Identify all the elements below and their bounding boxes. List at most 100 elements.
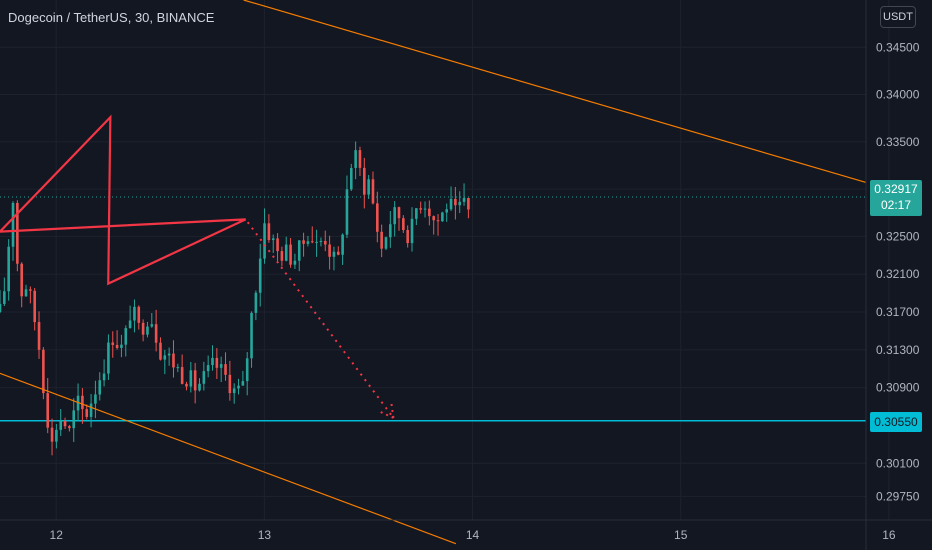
candle-body <box>258 258 262 293</box>
candle-body <box>50 427 54 442</box>
candle <box>436 214 440 236</box>
candle-body <box>349 167 353 190</box>
candle-body <box>384 237 388 249</box>
candle-body <box>358 150 362 168</box>
candle-body <box>376 203 379 232</box>
candle <box>354 141 357 180</box>
candle-body <box>328 244 331 257</box>
candle <box>371 171 375 205</box>
candle <box>107 334 110 380</box>
candle <box>193 362 197 404</box>
candle <box>384 236 388 251</box>
candle-body <box>354 150 357 168</box>
candle-body <box>397 207 401 219</box>
candle-body <box>42 349 45 394</box>
candle-body <box>419 208 422 210</box>
time-axis: 12131415161715:0 <box>0 519 932 542</box>
candle-body <box>389 224 392 238</box>
candle <box>432 215 435 235</box>
candle <box>206 355 210 378</box>
candle-body <box>154 324 158 343</box>
candle <box>159 337 162 361</box>
candle-body <box>297 240 301 261</box>
candle-body <box>332 251 336 257</box>
price-tick-label: 0.31300 <box>876 343 920 357</box>
candle-body <box>310 241 314 243</box>
candle-body <box>315 241 318 243</box>
candle <box>150 313 154 328</box>
candle-body <box>228 374 232 394</box>
diamond-pattern <box>0 114 247 286</box>
candle-body <box>367 179 370 195</box>
candle-body <box>245 358 249 382</box>
candle-body <box>276 238 279 252</box>
candle-body <box>172 353 175 368</box>
candle <box>33 287 36 331</box>
candle <box>72 398 76 443</box>
candle-body <box>445 209 449 213</box>
price-tick-label: 0.32100 <box>876 267 920 281</box>
candle <box>276 233 279 263</box>
candle-body <box>59 420 63 430</box>
candle <box>271 234 275 254</box>
candle <box>211 345 214 371</box>
candle-body <box>458 201 462 206</box>
candle-body <box>185 383 188 387</box>
candle <box>449 186 453 212</box>
candle-body <box>406 230 409 244</box>
candle <box>102 359 106 387</box>
candle <box>42 347 45 400</box>
candle-body <box>380 231 383 249</box>
currency-button[interactable]: USDT <box>880 6 916 28</box>
candle-body <box>20 263 23 297</box>
candle-body <box>137 306 141 323</box>
candlestick-series <box>0 141 470 456</box>
current-price-label: 0.32917 <box>874 182 918 196</box>
candle-body <box>150 324 154 327</box>
candle <box>189 361 193 393</box>
candle <box>128 305 132 329</box>
candle-body <box>111 342 115 345</box>
projection-arrow-line <box>246 221 395 419</box>
candle <box>363 157 366 209</box>
candle-body <box>215 357 219 368</box>
candle <box>115 330 119 350</box>
candle <box>423 201 427 218</box>
candle-body <box>211 357 214 366</box>
candle-body <box>7 246 10 292</box>
candle <box>341 233 344 265</box>
candle-body <box>454 198 457 206</box>
candle <box>89 394 93 428</box>
candle <box>254 290 258 321</box>
candle-body <box>345 189 349 235</box>
price-axis: 0.345000.340000.335000.330000.325000.321… <box>865 0 920 550</box>
candle <box>180 354 184 385</box>
candle-body <box>224 364 227 375</box>
candle <box>16 200 19 272</box>
candle <box>402 215 405 233</box>
trend-line <box>0 372 457 545</box>
candle-body <box>189 370 193 387</box>
time-tick-label: 15 <box>674 528 688 542</box>
candle <box>124 325 128 357</box>
candle <box>406 225 409 248</box>
candle <box>228 360 232 401</box>
pattern-drawings <box>0 0 867 545</box>
price-tick-label: 0.32500 <box>876 229 920 243</box>
candle <box>250 311 253 368</box>
candle <box>237 378 240 395</box>
candle <box>336 246 340 256</box>
symbol-title: Dogecoin / TetherUS, 30, BINANCE <box>8 10 215 25</box>
candle-body <box>371 179 375 204</box>
level-price-tag: 0.30550 <box>870 412 922 432</box>
candle <box>141 319 145 342</box>
candle <box>328 235 331 270</box>
candle-body <box>124 328 128 345</box>
candle-body <box>98 380 102 395</box>
candle-body <box>133 306 136 321</box>
candle <box>37 311 41 359</box>
candle-body <box>16 202 19 264</box>
candle <box>50 418 54 456</box>
horizontal-level-line <box>0 196 866 422</box>
